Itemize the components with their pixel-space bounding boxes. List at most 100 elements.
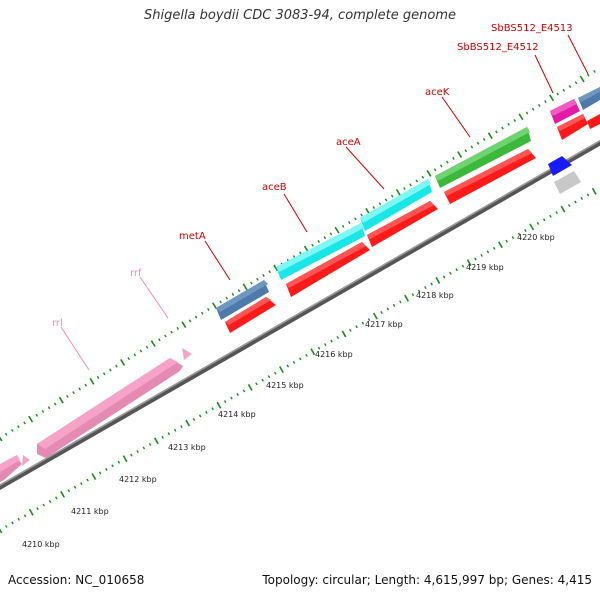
minor-tick <box>180 425 183 429</box>
minor-tick <box>501 126 504 130</box>
minor-tick <box>421 175 425 179</box>
minor-tick <box>567 204 571 208</box>
minor-tick <box>482 137 486 141</box>
gene-label-acea[interactable]: aceA <box>336 137 361 148</box>
minor-tick <box>102 372 106 376</box>
gene-label-rrl[interactable]: rrl <box>52 318 63 329</box>
accession-text: Accession: NC_010658 <box>8 573 145 587</box>
minor-tick <box>415 179 419 183</box>
minor-tick <box>200 311 204 315</box>
major-tick <box>341 330 347 338</box>
minor-tick <box>192 417 196 421</box>
minor-tick <box>367 318 371 322</box>
minor-tick <box>586 193 590 197</box>
minor-tick <box>349 328 352 332</box>
minor-tick <box>480 253 483 257</box>
scale-label: 4212 kbp <box>119 475 157 484</box>
gene-rrl-feature[interactable] <box>0 455 30 482</box>
major-tick <box>591 187 597 195</box>
minor-tick <box>17 425 20 429</box>
gene-grey-feature[interactable] <box>554 171 581 194</box>
major-tick <box>310 348 316 356</box>
minor-tick <box>292 360 296 364</box>
major-tick <box>435 276 441 284</box>
gene-meta-feature[interactable] <box>216 280 276 333</box>
minor-tick <box>145 345 149 349</box>
gene-acek-feature[interactable] <box>435 127 536 204</box>
genome-backbone <box>0 139 600 491</box>
minor-tick <box>86 478 89 482</box>
minor-tick <box>170 330 173 334</box>
minor-tick <box>11 521 14 525</box>
gene-rrl-feature-main[interactable] <box>37 358 183 458</box>
minor-tick <box>231 292 235 296</box>
minor-tick <box>348 221 351 225</box>
minor-tick <box>417 289 421 293</box>
scale-label: 4218 kbp <box>416 291 454 300</box>
gene-rrf-feature[interactable] <box>182 348 192 360</box>
major-tick <box>0 528 3 534</box>
minor-tick <box>158 338 161 342</box>
gene-label-acek[interactable]: aceK <box>425 87 450 98</box>
minor-tick <box>286 364 289 368</box>
gene-label-e4513[interactable]: SbBS512_E4513 <box>491 23 573 34</box>
gene-e4512-feature[interactable] <box>550 99 588 140</box>
gene-acea-feature[interactable] <box>360 179 438 247</box>
minor-tick <box>317 346 321 350</box>
scale-label: 4215 kbp <box>266 381 304 390</box>
minor-tick <box>225 296 229 300</box>
scale-label: 4210 kbp <box>22 540 60 549</box>
minor-tick <box>372 205 376 209</box>
gene-label-meta[interactable]: metA <box>179 231 206 242</box>
major-tick <box>122 455 128 463</box>
minor-tick <box>173 428 177 432</box>
major-tick <box>404 294 410 302</box>
minor-tick <box>555 211 558 215</box>
gene-blue-feature[interactable] <box>548 156 572 176</box>
minor-tick <box>219 300 222 304</box>
minor-tick <box>105 467 108 471</box>
minor-tick <box>355 325 358 329</box>
minor-tick <box>511 236 515 240</box>
minor-tick <box>136 450 139 454</box>
major-tick <box>579 75 585 83</box>
scale-labels: 4210 kbp 4211 kbp 4212 kbp 4213 kbp 4214… <box>22 233 555 549</box>
minor-tick <box>111 464 114 468</box>
minor-tick <box>53 402 57 406</box>
major-tick <box>58 396 64 404</box>
minor-tick <box>568 85 572 89</box>
minor-tick <box>409 183 412 187</box>
minor-tick <box>117 460 121 464</box>
minor-tick <box>47 406 51 410</box>
minor-tick <box>399 300 402 304</box>
scale-label: 4213 kbp <box>168 443 206 452</box>
minor-tick <box>164 334 167 338</box>
minor-tick <box>66 394 69 398</box>
minor-tick <box>72 391 75 395</box>
gene-label-e4512[interactable]: SbBS512_E4512 <box>457 42 539 53</box>
minor-tick <box>386 307 390 311</box>
minor-tick <box>298 357 302 361</box>
minor-tick <box>461 264 465 268</box>
minor-tick <box>424 286 427 290</box>
minor-tick <box>205 410 208 414</box>
minor-tick <box>161 435 164 439</box>
major-tick <box>549 94 555 102</box>
minor-tick <box>549 214 552 218</box>
gene-e4513-feature[interactable] <box>578 87 600 129</box>
minor-tick <box>474 257 477 261</box>
minor-tick <box>470 145 474 149</box>
minor-tick <box>517 232 521 236</box>
gene-label-aceb[interactable]: aceB <box>262 182 287 193</box>
inner-tick-row <box>0 187 597 534</box>
minor-tick <box>78 387 81 391</box>
minor-tick <box>311 243 314 247</box>
gene-aceb-feature[interactable] <box>276 223 370 297</box>
minor-tick <box>73 485 77 489</box>
gene-labels: rrl rrf metA aceB aceA aceK SbBS512_E451… <box>52 23 573 329</box>
minor-tick <box>198 414 202 418</box>
minor-tick <box>439 164 443 168</box>
gene-label-rrf[interactable]: rrf <box>130 268 142 279</box>
